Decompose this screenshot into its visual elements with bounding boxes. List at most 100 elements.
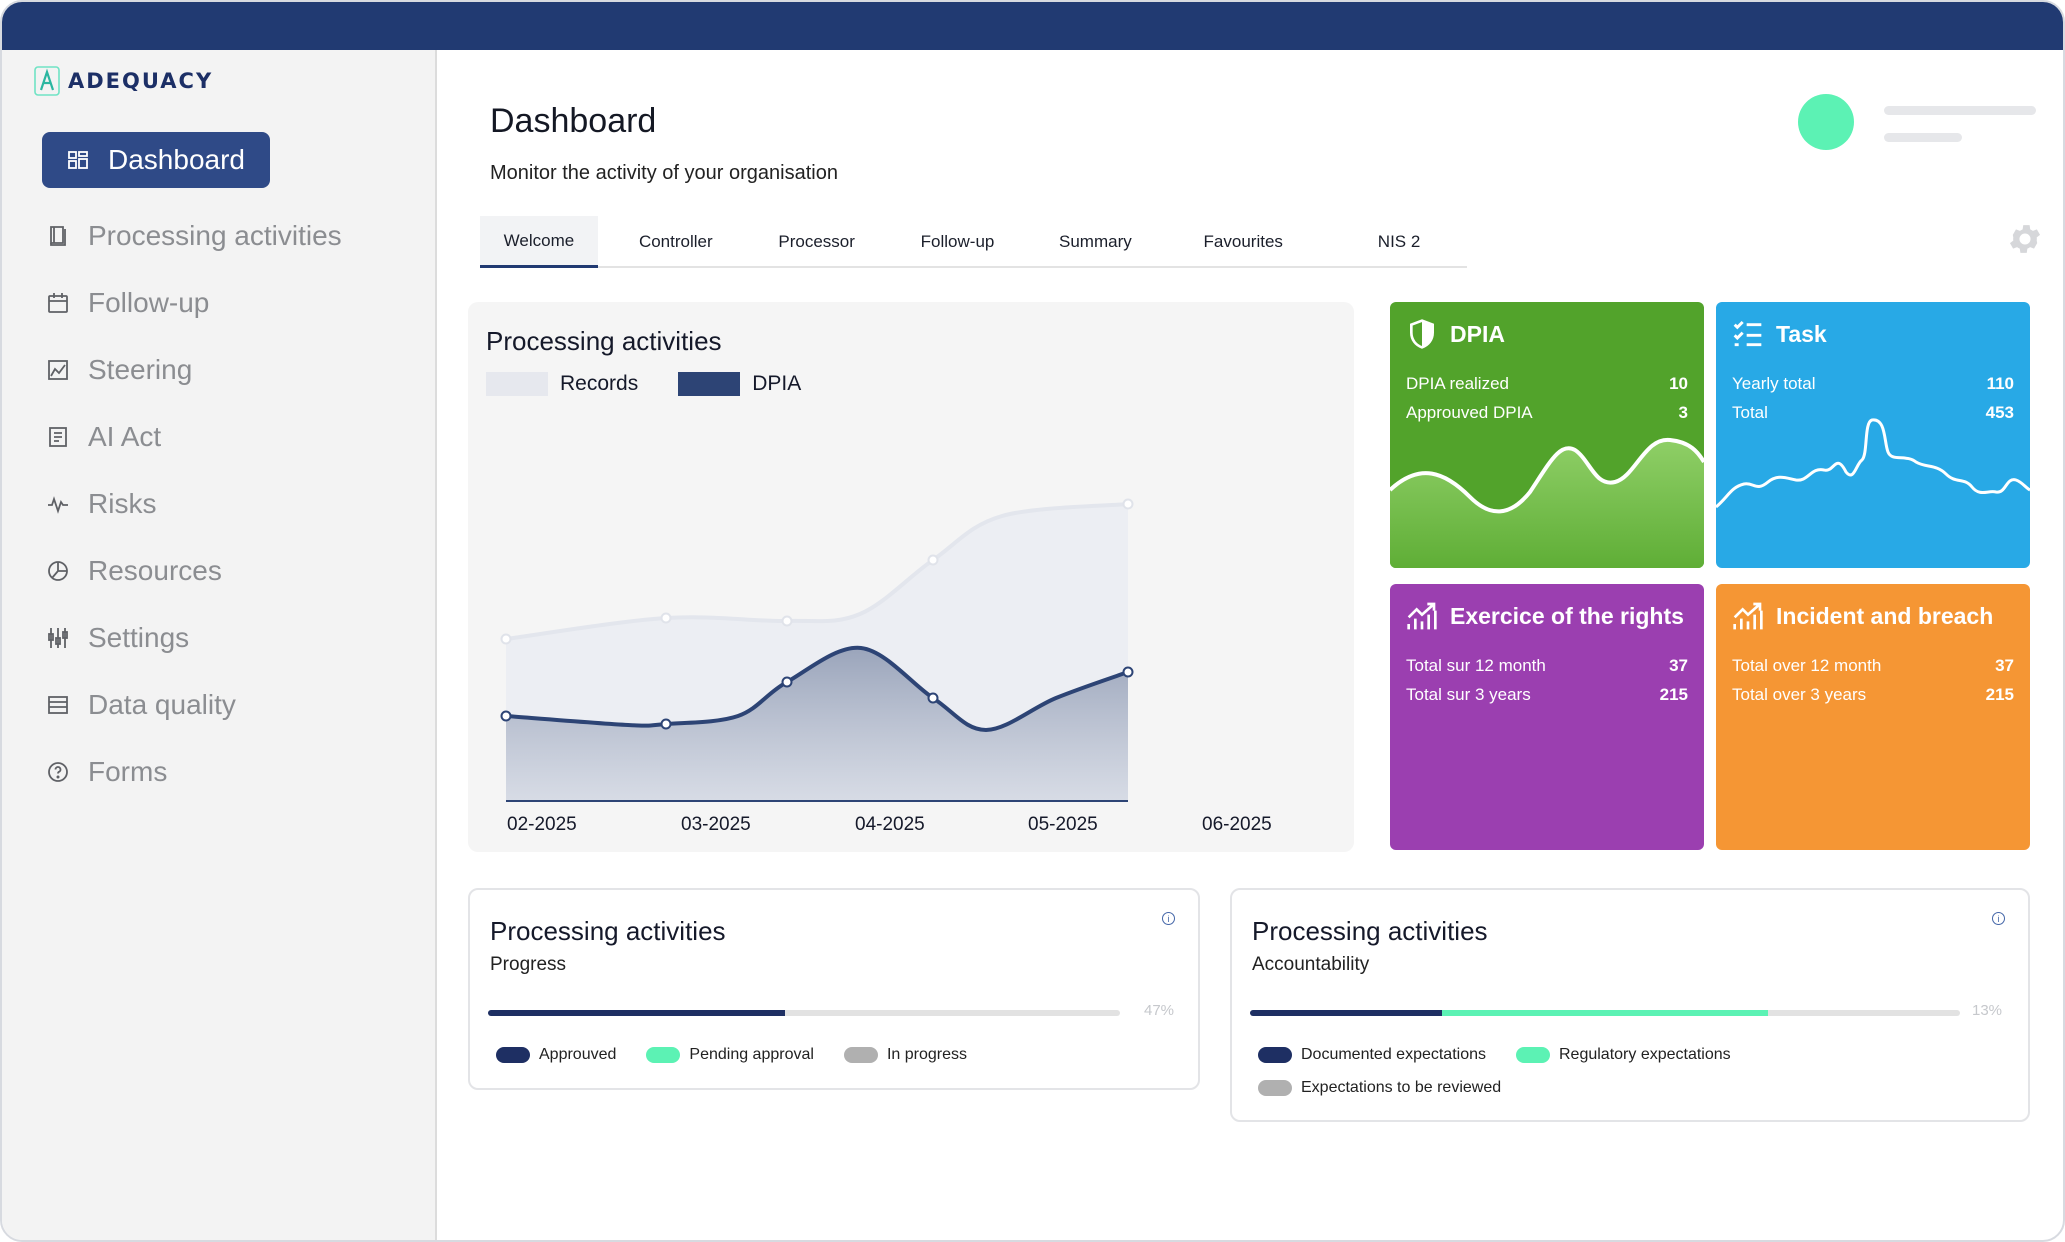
rights-tile[interactable]: Exercice of the rights Total sur 12 mont…: [1390, 584, 1704, 850]
rights-row-12-month: Total sur 12 month 37: [1406, 656, 1688, 676]
sidebar-item-label: Follow-up: [88, 287, 210, 318]
dpia-point-4: [1122, 666, 1134, 678]
sidebar-item-label: Processing activities: [88, 220, 342, 251]
document-icon: [49, 427, 67, 447]
legend-label-pending-approval: Pending approval: [689, 1046, 814, 1063]
incident-tile-title: Incident and breach: [1776, 602, 1994, 629]
accountability-card: Processing activities Accountability i 1…: [1230, 888, 2030, 1122]
dpia-point-0: [500, 710, 512, 722]
adequacy-logo-icon: [34, 66, 60, 96]
rights-row-3-years: Total sur 3 years 215: [1406, 685, 1688, 705]
page-subtitle: Monitor the activity of your organisatio…: [490, 162, 838, 184]
sidebar-item-processing-activities[interactable]: Processing activities: [42, 208, 402, 264]
page-title: Dashboard: [490, 102, 657, 140]
sidebar-item-settings[interactable]: Settings: [42, 610, 402, 666]
accountability-legend-row-2: Expectations to be reviewed: [1258, 1079, 1501, 1097]
x-tick-label-3: 05-2025: [1028, 814, 1098, 835]
incident-tile[interactable]: Incident and breach Total over 12 month …: [1716, 584, 2030, 850]
sidebar-item-label: Dashboard: [108, 144, 245, 175]
dashboard-icon: [68, 151, 88, 169]
help-icon: [48, 762, 68, 782]
dpia-row-approved: Approuved DPIA 3: [1406, 403, 1688, 423]
tab-summary[interactable]: Summary: [1059, 232, 1132, 251]
incident-12-month-value: 37: [1995, 656, 2014, 675]
tab-nis2[interactable]: NIS 2: [1377, 232, 1421, 251]
dpia-wave-graphic: [1390, 437, 1704, 568]
tab-favourites[interactable]: Favourites: [1203, 232, 1283, 251]
sidebar-item-dashboard[interactable]: Dashboard: [42, 132, 270, 188]
sidebar-item-forms[interactable]: Forms: [42, 744, 402, 800]
legend-pill-regulatory: [1516, 1047, 1550, 1063]
info-icon[interactable]: i: [1992, 912, 2005, 925]
chart-icon: [48, 360, 68, 380]
dpia-row-realized: DPIA realized 10: [1406, 374, 1688, 394]
tab-follow-up[interactable]: Follow-up: [920, 232, 995, 251]
sidebar-item-data-quality[interactable]: Data quality: [42, 677, 402, 733]
progress-legend: Approuved Pending approval In progress: [496, 1046, 967, 1064]
rights-3-years-value: 215: [1659, 685, 1688, 704]
legend-pill-pending-approval: [646, 1047, 681, 1063]
tab-welcome[interactable]: Welcome: [480, 216, 598, 268]
sidebar-item-follow-up[interactable]: Follow-up: [42, 275, 402, 331]
processing-activities-chart: 02-2025 03-2025 04-2025 05-2025 06-2025 Proc…: [468, 302, 1354, 852]
sidebar-item-ai-act[interactable]: AI Act: [42, 409, 402, 465]
sidebar-item-label: Risks: [88, 488, 157, 519]
task-tile[interactable]: Task Yearly total 110 Total 453: [1716, 302, 2030, 568]
legend-pill-approuved: [496, 1047, 530, 1063]
tab-processor[interactable]: Processor: [778, 232, 855, 251]
sidebar-item-label: Steering: [88, 354, 193, 385]
task-yearly-label: Yearly total: [1732, 374, 1816, 393]
gear-icon[interactable]: [2006, 220, 2044, 258]
sidebar-nav: Dashboard Processing activities Follow-u…: [42, 132, 402, 811]
progress-card-subtitle: Progress: [490, 954, 567, 975]
incident-tile-header: Incident and breach: [1732, 600, 1993, 632]
sidebar-item-resources[interactable]: Resources: [42, 543, 402, 599]
dpia-line: [505, 645, 1129, 733]
dpia-tile[interactable]: DPIA DPIA realized 10 Approuved DPIA 3: [1390, 302, 1704, 568]
chart-legend: Records DPIA: [486, 372, 801, 396]
checklist-icon: [1733, 320, 1762, 347]
sidebar-item-risks[interactable]: Risks: [42, 476, 402, 532]
tab-controller[interactable]: Controller: [638, 232, 713, 251]
book-icon: [50, 226, 66, 246]
task-tile-header: Task: [1732, 318, 1827, 350]
progress-card: Processing activities Progress i 47% App…: [468, 888, 1200, 1090]
legend-swatch-records: [486, 372, 548, 396]
rights-tile-header: Exercice of the rights: [1406, 600, 1684, 632]
task-total-label: Total: [1732, 403, 1768, 422]
dpia-approved-value: 3: [1678, 403, 1688, 422]
avatar[interactable]: [1798, 94, 1854, 150]
records-point-1: [660, 612, 672, 624]
sliders-icon: [48, 628, 68, 648]
legend-label-to-be-reviewed: Expectations to be reviewed: [1301, 1079, 1502, 1096]
rights-3-years-label: Total sur 3 years: [1406, 685, 1531, 704]
records-point-4: [1122, 498, 1134, 510]
dpia-realized-label: DPIA realized: [1406, 374, 1509, 393]
records-point-2: [781, 615, 793, 627]
brand-logo[interactable]: ADEQUACY: [34, 66, 213, 96]
records-point-3: [927, 554, 939, 566]
dpia-point-2: [781, 676, 793, 688]
accountability-percent: 13%: [1972, 1002, 2003, 1019]
legend-label-records: Records: [560, 372, 639, 395]
task-tile-title: Task: [1776, 320, 1827, 347]
rights-12-month-label: Total sur 12 month: [1406, 656, 1546, 675]
sidebar: ADEQUACY Dashboard Processing activities…: [2, 50, 437, 1240]
x-tick-label-0: 02-2025: [507, 814, 577, 835]
task-total-value: 453: [1985, 403, 2014, 422]
legend-pill-documented: [1258, 1047, 1292, 1063]
pie-icon: [48, 561, 68, 581]
incident-row-3-years: Total over 3 years 215: [1732, 685, 2014, 705]
tab-bar: Welcome Controller Processor Follow-up S…: [480, 216, 1467, 268]
task-yearly-value: 110: [1986, 374, 2014, 393]
dpia-tile-header: DPIA: [1406, 318, 1505, 350]
growth-chart-icon: [1407, 602, 1437, 630]
sidebar-item-steering[interactable]: Steering: [42, 342, 402, 398]
dpia-approved-label: Approuved DPIA: [1406, 403, 1533, 422]
accountability-bar: [1250, 1010, 1960, 1016]
brand-name: ADEQUACY: [68, 69, 214, 93]
info-icon[interactable]: i: [1162, 912, 1175, 925]
records-point-0: [500, 633, 512, 645]
legend-label-documented: Documented expectations: [1301, 1046, 1486, 1063]
legend-label-in-progress: In progress: [886, 1046, 967, 1063]
